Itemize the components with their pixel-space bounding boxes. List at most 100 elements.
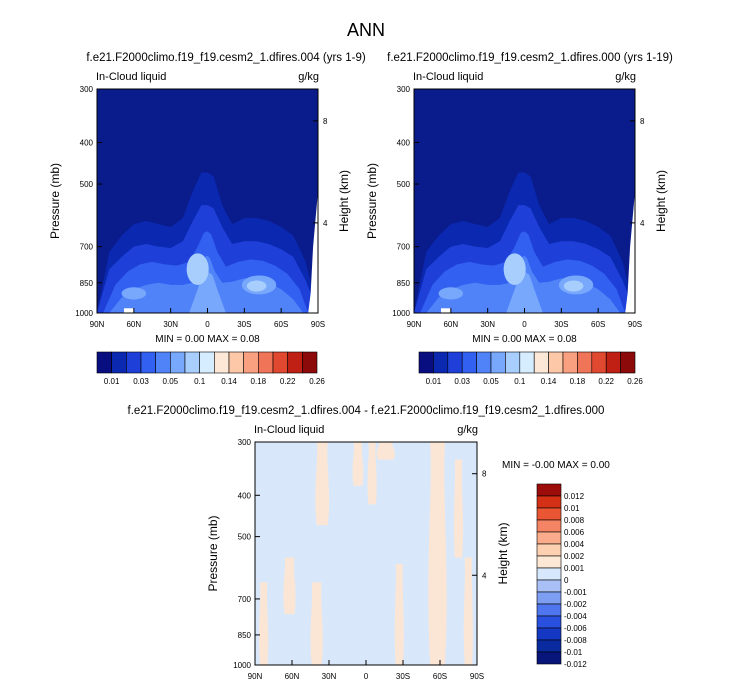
right-colorbar-swatch [418,351,434,374]
right-colorbar-label: 0.1 [514,377,526,386]
left-colorbar-swatch [155,351,171,374]
diff-height-tick-label: 8 [482,470,487,479]
diff-positive-region [453,459,464,558]
diff-colorbar-swatch [536,651,562,665]
left-x-tick-label: 60N [126,320,141,329]
right-colorbar-label: 0.26 [627,377,643,386]
diff-colorbar-label: 0.008 [564,516,585,525]
diff-stats: MIN = -0.00 MAX = 0.00 [502,460,610,471]
diff-colorbar-swatch [536,627,562,641]
right-colorbar-label: 0.05 [483,377,499,386]
diff-colorbar-swatch [536,555,562,569]
right-units-label: g/kg [615,71,636,83]
left-colorbar-label: 0.22 [280,377,296,386]
right-contour-blob [563,280,584,292]
diff-positive-region [283,557,296,615]
right-stats: MIN = 0.00 MAX = 0.08 [472,334,577,345]
diff-colorbar-label: -0.012 [564,660,587,669]
right-colorbar-swatch [577,351,593,374]
right-colorbar-label: 0.22 [598,377,614,386]
left-colorbar-swatch [199,351,215,374]
left-colorbar-label: 0.1 [194,377,206,386]
right-contour-blob [438,287,464,300]
right-x-tick-label: 90S [628,320,642,329]
diff-variable-label: In-Cloud liquid [254,424,324,436]
diff-positive-region [367,442,377,505]
right-y-tick-label: 500 [397,180,411,189]
figure-title: ANN [347,20,385,40]
left-colorbar-label: 0.26 [309,377,325,386]
left-colorbar-swatch [228,351,244,374]
right-colorbar-label: 0.18 [570,377,586,386]
diff-positive-region [428,442,447,665]
diff-y-tick-label: 300 [238,438,252,447]
diff-x-tick-label: 90N [248,672,263,681]
left-colorbar-swatch [243,351,259,374]
left-x-tick-label: 0 [205,320,210,329]
right-y-tick-label: 850 [397,279,411,288]
diff-positive-region [315,442,330,526]
diff-x-tick-label: 60N [285,672,300,681]
left-colorbar-swatch [258,351,274,374]
left-contour-blob [246,280,267,292]
diff-positive-region [463,557,473,665]
left-colorbar-swatch [287,351,303,374]
right-contour-blob [503,253,526,285]
left-contour-blob [121,287,147,300]
left-colorbar-label: 0.18 [251,377,267,386]
right-x-tick-label: 30S [554,320,568,329]
right-x-tick-label: 0 [522,320,527,329]
diff-colorbar-swatch [536,519,562,533]
left-units-label: g/kg [298,71,319,83]
right-colorbar-label: 0.01 [426,377,442,386]
right-plot-area [414,89,635,313]
diff-y-tick-label: 700 [238,595,252,604]
diff-colorbar-label: -0.002 [564,600,587,609]
diff-y-tick-label: 500 [238,533,252,542]
diff-colorbar-swatch [536,579,562,593]
left-colorbar-swatch [140,351,156,374]
left-variable-label: In-Cloud liquid [96,71,166,83]
right-colorbar-swatch [505,351,521,374]
diff-colorbar-label: 0.012 [564,492,585,501]
right-colorbar-swatch [562,351,578,374]
diff-colorbar-swatch [536,483,562,497]
right-height-tick-label: 4 [640,219,645,228]
diff-colorbar-label: -0.004 [564,612,587,621]
diff-x-tick-label: 30S [396,672,410,681]
right-colorbar-label: 0.14 [541,377,557,386]
diff-x-tick-label: 30N [322,672,337,681]
left-y-tick-label: 500 [80,180,94,189]
diff-colorbar-label: 0.004 [564,540,585,549]
left-contour-level [189,271,226,313]
right-y-tick-label: 400 [397,139,411,148]
diff-colorbar-label: -0.006 [564,624,587,633]
left-stats: MIN = 0.00 MAX = 0.08 [155,334,260,345]
right-colorbar-swatch [447,351,463,374]
diff-x-tick-label: 90S [470,672,484,681]
left-x-tick-label: 90S [311,320,325,329]
left-colorbar-swatch [214,351,230,374]
diff-units-label: g/kg [457,424,478,436]
diff-colorbar-swatch [536,615,562,629]
left-x-tick-label: 90N [90,320,105,329]
left-x-tick-label: 30N [163,320,178,329]
right-colorbar-label: 0.03 [454,377,470,386]
diff-x-tick-label: 60S [433,672,447,681]
left-y-tick-label: 850 [80,279,94,288]
right-colorbar-swatch [548,351,564,374]
right-right-axis-label: Height (km) [654,170,668,232]
right-height-tick-label: 8 [640,117,645,126]
right-x-tick-label: 30N [480,320,495,329]
diff-positive-region [376,442,395,460]
diff-colorbar-label: -0.008 [564,636,587,645]
right-title: f.e21.F2000climo.f19_f19.cesm2_1.dfires.… [387,52,673,64]
left-title: f.e21.F2000climo.f19_f19.cesm2_1.dfires.… [86,52,366,64]
left-missing-region [308,191,318,313]
diff-colorbar-swatch [536,567,562,581]
right-x-tick-label: 60N [443,320,458,329]
left-y-tick-label: 1000 [75,309,93,318]
right-colorbar-swatch [620,351,636,374]
diff-colorbar-label: -0.01 [564,648,583,657]
diff-colorbar-label: -0.001 [564,588,587,597]
